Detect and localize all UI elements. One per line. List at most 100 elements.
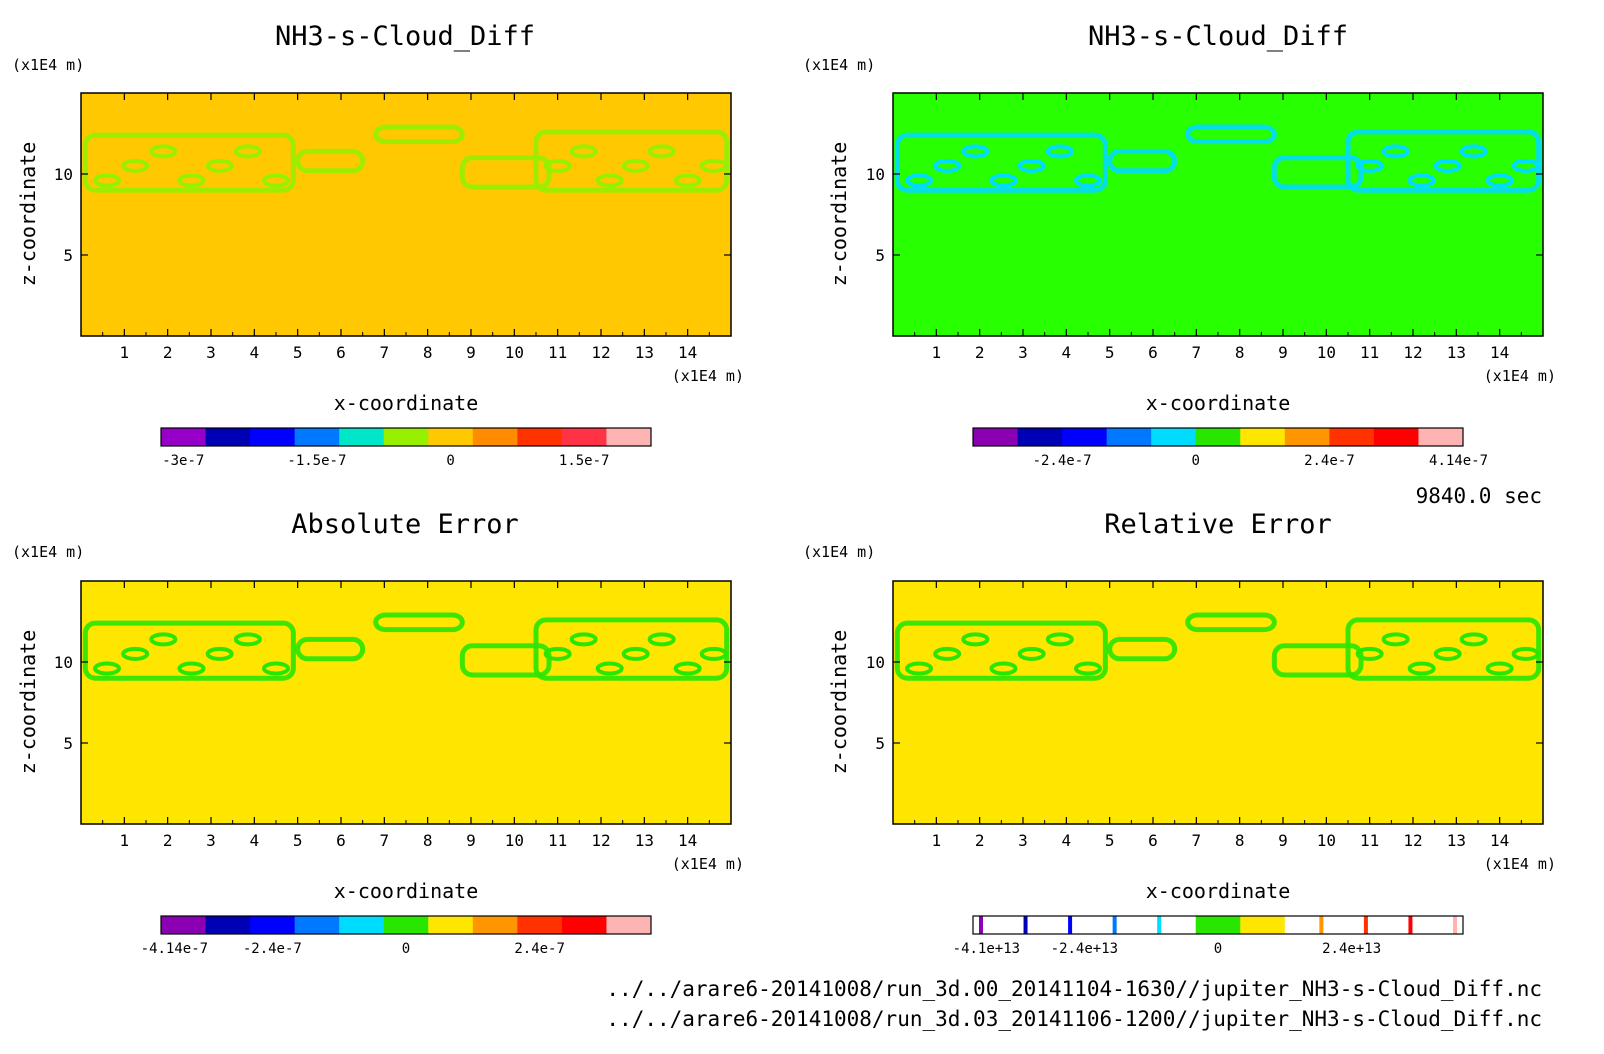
- y-unit-label: (x1E4 m): [803, 543, 875, 561]
- cloud-contour: [93, 173, 121, 188]
- x-tick-label: 6: [1148, 831, 1158, 850]
- x-tick-label: 12: [1403, 343, 1422, 362]
- cloud-contour: [905, 173, 933, 188]
- cloud-contour: [262, 173, 290, 188]
- cloud-contour: [373, 124, 465, 145]
- colorbar-cell: [1195, 916, 1241, 934]
- cloud-contour: [1381, 632, 1410, 647]
- cloud-contour: [177, 173, 206, 188]
- y-unit-label: (x1E4 m): [12, 543, 84, 561]
- colorbar-cell-stripe: [1319, 916, 1324, 934]
- colorbar-cell: [205, 428, 251, 446]
- y-tick-label: 10: [54, 165, 73, 184]
- x-tick-labels: 1 2 3 4 5 6 7 8 9 10 11 12 13 14: [102, 93, 710, 362]
- cloud-contour: [121, 646, 150, 661]
- colorbar-cell: [250, 428, 296, 446]
- cloud-contour: [459, 155, 552, 190]
- cloud-contour: [1485, 173, 1514, 188]
- cloud-contour: [1407, 173, 1436, 188]
- cloud-contour: [595, 661, 624, 676]
- colorbar-tick-label: -2.4e+13: [1051, 941, 1118, 957]
- cloud-contour: [1459, 632, 1488, 647]
- x-tick-label: 11: [1360, 831, 1379, 850]
- cloud-contour: [699, 158, 728, 173]
- x-tick-label: 6: [336, 343, 346, 362]
- x-tick-label: 10: [1317, 831, 1336, 850]
- cloud-contour: [647, 632, 676, 647]
- cloud-pattern-region: [894, 612, 1542, 681]
- cloud-pattern-region: [82, 124, 730, 193]
- cloud-contour: [1511, 158, 1540, 173]
- cloud-contour: [233, 144, 262, 159]
- colorbar-cell: [1284, 428, 1330, 446]
- colorbar-tick-label: -3e-7: [162, 453, 204, 469]
- colorbar-cell: [383, 916, 429, 934]
- colorbar-cell: [1151, 428, 1197, 446]
- x-tick-label: 2: [975, 343, 985, 362]
- colorbar-cell: [1240, 916, 1286, 934]
- x-tick-label: 4: [1062, 343, 1072, 362]
- x-tick-label: 7: [1192, 343, 1202, 362]
- x-tick-label: 12: [591, 831, 610, 850]
- x-tick-label: 10: [505, 831, 524, 850]
- colorbar-tick-label: 0: [1214, 941, 1222, 957]
- y-tick-label: 5: [63, 734, 73, 753]
- colorbar-frame: [972, 427, 1464, 447]
- x-tick-label: 14: [1490, 831, 1509, 850]
- x-tick-label: 13: [1447, 343, 1466, 362]
- colorbar-frame: [972, 915, 1464, 935]
- cloud-contour: [673, 661, 702, 676]
- colorbar: [160, 915, 652, 935]
- colorbar-cell: [250, 916, 296, 934]
- x-tick-label: 10: [1317, 343, 1336, 362]
- colorbar-tick-label: 4.14e-7: [1429, 453, 1488, 469]
- colorbar-cell: [294, 916, 340, 934]
- x-tick-label: 3: [206, 343, 216, 362]
- panel-nh3-diff-right: NH3-s-Cloud_Diff (x1E4 m) 1 2 3 4 5 6 7 8 9 10 11 1…: [803, 21, 1556, 469]
- x-tick-label: 9: [1278, 343, 1288, 362]
- colorbar-cell: [1017, 428, 1063, 446]
- panel-absolute-error: Absolute Error (x1E4 m) 1 2 3 4 5 6 7 8 9 10 11 12 1…: [12, 509, 744, 957]
- colorbar-labels: -3e-7 -1.5e-7 0 1.5e-7: [162, 453, 609, 469]
- cloud-contour: [177, 661, 206, 676]
- colorbar-labels: -4.1e+13 -2.4e+13 0 2.4e+13: [953, 941, 1381, 957]
- x-tick-label: 3: [1018, 343, 1028, 362]
- colorbar-cell: [1062, 916, 1108, 934]
- x-tick-label: 1: [120, 343, 130, 362]
- cloud-contour: [1485, 661, 1514, 676]
- colorbar-cell: [161, 916, 207, 934]
- y-tick-label: 10: [866, 653, 885, 672]
- colorbar-cell-stripe: [1453, 916, 1457, 934]
- colorbar-cell: [1151, 916, 1197, 934]
- x-tick-label: 2: [163, 343, 173, 362]
- x-tick-label: 6: [336, 831, 346, 850]
- x-tick-label: 1: [932, 343, 942, 362]
- x-tick-label: 11: [548, 343, 567, 362]
- x-tick-label: 10: [505, 343, 524, 362]
- colorbar-tick-label: 2.4e+13: [1322, 941, 1381, 957]
- colorbar-cell: [1240, 428, 1286, 446]
- cloud-contour: [621, 646, 650, 661]
- cloud-contour: [1045, 632, 1074, 647]
- cloud-contour: [1459, 144, 1488, 159]
- cloud-contour: [1074, 173, 1102, 188]
- x-tick-label: 8: [1235, 831, 1245, 850]
- y-axis-label: z-coordinate: [16, 142, 40, 287]
- colorbar-cell-stripe: [1068, 916, 1073, 934]
- colorbar-cell: [472, 428, 518, 446]
- cloud-contour: [533, 129, 730, 193]
- x-tick-label: 9: [1278, 831, 1288, 850]
- x-tick-label: 11: [548, 831, 567, 850]
- x-tick-label: 5: [1105, 831, 1115, 850]
- colorbar-cell: [1418, 916, 1464, 934]
- cloud-contour: [989, 661, 1018, 676]
- colorbar-tick-label: -4.14e-7: [141, 941, 208, 957]
- y-tick-label: 10: [54, 653, 73, 672]
- colorbar-tick-label: 0: [446, 453, 454, 469]
- x-axis-label: x-coordinate: [1146, 879, 1291, 903]
- cloud-contour: [1407, 661, 1436, 676]
- x-tick-labels: 1 2 3 4 5 6 7 8 9 10 11 12 13 14: [102, 581, 710, 850]
- x-tick-label: 13: [635, 831, 654, 850]
- y-axis-label: z-coordinate: [16, 630, 40, 775]
- panel-title: Relative Error: [1104, 509, 1332, 540]
